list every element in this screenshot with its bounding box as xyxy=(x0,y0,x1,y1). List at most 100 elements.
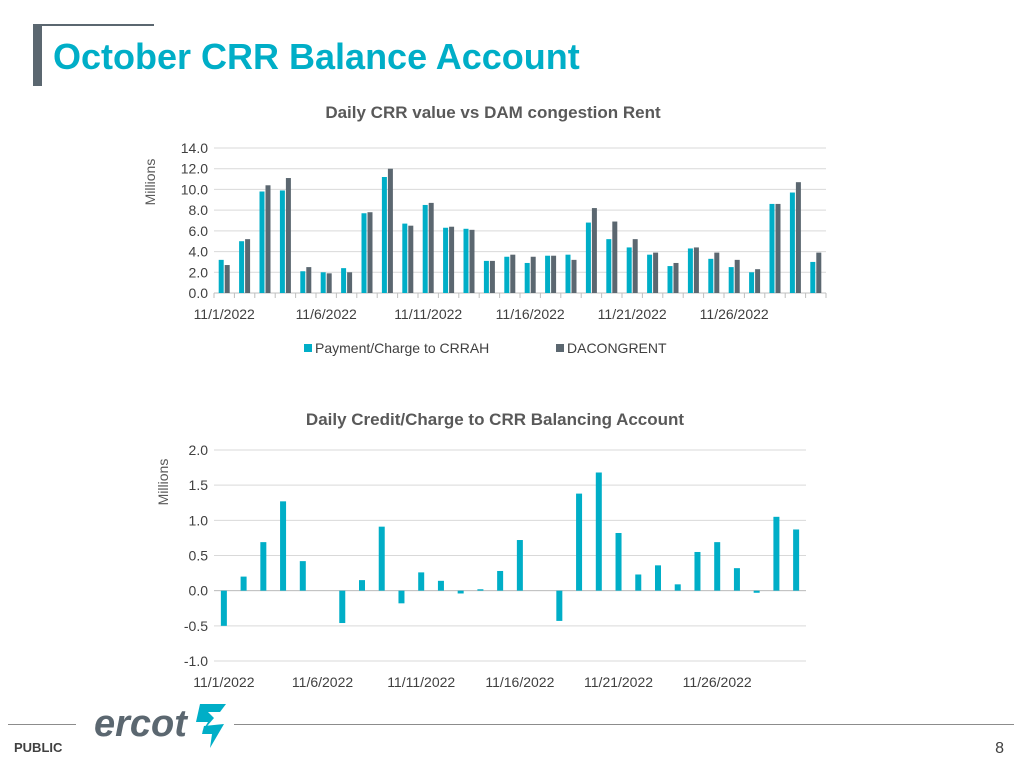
y-tick-label: 10.0 xyxy=(181,181,208,197)
footer-divider-right xyxy=(234,724,1014,725)
bar xyxy=(714,252,720,293)
chart-title: Daily CRR value vs DAM congestion Rent xyxy=(325,103,661,122)
bar xyxy=(463,228,469,293)
bar xyxy=(299,561,306,591)
bar xyxy=(565,254,571,293)
y-tick-label: 1.0 xyxy=(189,512,209,528)
bar xyxy=(755,269,761,293)
crr-balancing-account-chart: Daily Credit/Charge to CRR Balancing Acc… xyxy=(130,400,890,700)
y-tick-label: 0.0 xyxy=(189,285,209,301)
bar xyxy=(693,247,699,293)
bar xyxy=(387,168,393,293)
bar xyxy=(359,580,365,591)
bar xyxy=(632,239,638,293)
bar xyxy=(810,261,816,293)
bar xyxy=(773,516,780,591)
page-number: 8 xyxy=(995,740,1004,757)
title-top-rule xyxy=(42,24,154,26)
bar xyxy=(341,268,347,293)
bar xyxy=(457,590,464,594)
bar xyxy=(367,212,373,293)
bar xyxy=(687,248,693,293)
bar xyxy=(530,256,536,293)
ercot-logo: ercot xyxy=(94,703,226,748)
bar xyxy=(220,590,227,626)
x-tick-label: 11/26/2022 xyxy=(700,306,769,322)
bar xyxy=(606,239,612,293)
bar xyxy=(655,565,661,591)
bar xyxy=(347,272,353,293)
y-tick-label: 1.5 xyxy=(189,477,209,493)
bar xyxy=(734,259,740,293)
y-tick-label: -1.0 xyxy=(184,653,208,669)
bar xyxy=(469,229,475,293)
bar xyxy=(524,262,530,293)
title-accent-bar xyxy=(33,24,42,86)
bar xyxy=(714,542,721,591)
y-tick-label: 4.0 xyxy=(189,244,209,260)
bar xyxy=(449,226,455,293)
y-tick-label: 12.0 xyxy=(181,161,208,177)
bar xyxy=(339,590,346,624)
y-tick-label: 14.0 xyxy=(181,140,208,156)
bar xyxy=(306,267,312,293)
legend-swatch xyxy=(304,344,312,352)
bar xyxy=(708,258,714,293)
bar xyxy=(224,265,230,293)
bar xyxy=(381,177,387,293)
bar xyxy=(280,501,287,591)
footer-divider-left xyxy=(8,724,76,725)
bar xyxy=(240,576,247,591)
bar xyxy=(551,255,557,293)
bar xyxy=(320,272,326,293)
chart-canvas: Daily CRR value vs DAM congestion Rent Mi… xyxy=(142,103,827,356)
bar xyxy=(239,241,245,293)
x-tick-label: 11/6/2022 xyxy=(292,674,353,690)
bar xyxy=(510,254,516,293)
bar xyxy=(595,472,602,591)
bar xyxy=(545,255,551,293)
bar xyxy=(694,551,701,591)
y-axis-label: Millions xyxy=(155,459,171,506)
x-tick-label: 11/11/2022 xyxy=(394,306,462,322)
bar xyxy=(673,262,679,293)
y-tick-label: 0.0 xyxy=(189,583,209,599)
x-tick-label: 11/1/2022 xyxy=(194,306,255,322)
chart-title: Daily Credit/Charge to CRR Balancing Acc… xyxy=(306,410,684,429)
bar xyxy=(816,252,822,293)
bar xyxy=(612,221,618,293)
bar xyxy=(556,590,563,621)
bar xyxy=(218,259,224,293)
bar xyxy=(245,239,251,293)
bar xyxy=(571,259,577,293)
bar xyxy=(775,203,781,293)
bar xyxy=(361,213,367,293)
bar xyxy=(489,260,495,293)
title-block: October CRR Balance Account xyxy=(33,24,733,86)
bar xyxy=(626,247,632,293)
bar xyxy=(260,542,267,591)
y-tick-label: 2.0 xyxy=(189,264,209,280)
x-tick-label: 11/26/2022 xyxy=(683,674,752,690)
bar xyxy=(728,267,734,293)
bar xyxy=(653,252,659,293)
logo-bolt-icon xyxy=(196,704,226,748)
bar xyxy=(326,273,332,293)
chart-canvas: Daily Credit/Charge to CRR Balancing Acc… xyxy=(155,410,806,690)
y-tick-label: 2.0 xyxy=(189,442,209,458)
crr-vs-congestion-rent-chart: Daily CRR value vs DAM congestion Rent Mi… xyxy=(130,95,890,370)
bar xyxy=(259,191,265,293)
bar xyxy=(279,190,285,293)
bar xyxy=(753,590,760,593)
bar xyxy=(789,192,795,293)
y-tick-label: -0.5 xyxy=(184,618,208,634)
legend-label: DACONGRENT xyxy=(567,340,667,356)
bar xyxy=(483,260,489,293)
bar xyxy=(378,526,385,591)
bar xyxy=(585,222,591,293)
bar xyxy=(477,589,484,591)
bar xyxy=(733,568,740,591)
y-axis-label: Millions xyxy=(142,159,158,206)
bar xyxy=(402,223,408,293)
bar xyxy=(615,532,622,591)
